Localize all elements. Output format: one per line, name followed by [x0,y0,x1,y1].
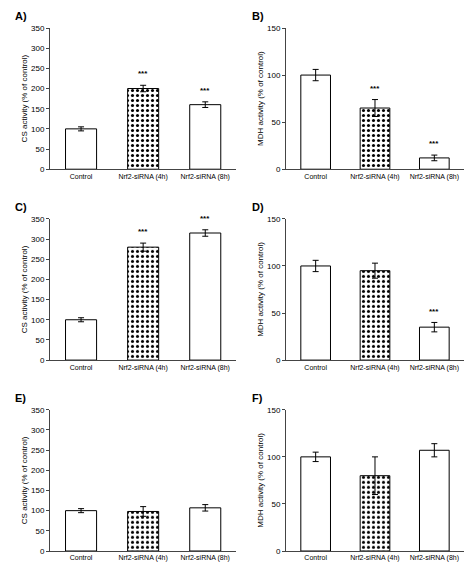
svg-text:Nrf2-siRNA (4h): Nrf2-siRNA (4h) [118,173,167,181]
svg-text:C): C) [15,201,27,213]
svg-text:0: 0 [276,356,281,365]
svg-text:150: 150 [267,215,281,224]
svg-text:A): A) [15,10,27,22]
svg-text:***: *** [429,139,439,148]
svg-text:MDH activity (% of control): MDH activity (% of control) [256,51,265,146]
svg-text:Control: Control [70,173,93,180]
svg-text:300: 300 [31,426,45,435]
svg-text:Nrf2-siRNA (8h): Nrf2-siRNA (8h) [181,554,230,562]
svg-text:Nrf2-siRNA (4h): Nrf2-siRNA (4h) [350,554,399,562]
svg-text:CS activity (% of control): CS activity (% of control) [20,54,29,142]
svg-text:Nrf2-siRNA (4h): Nrf2-siRNA (4h) [118,554,167,562]
svg-text:100: 100 [267,71,281,80]
svg-text:150: 150 [31,104,45,113]
svg-text:***: *** [200,214,210,223]
svg-text:***: *** [429,307,439,316]
svg-text:50: 50 [35,336,44,345]
svg-text:100: 100 [31,125,45,134]
svg-text:250: 250 [31,255,45,264]
svg-text:0: 0 [276,165,281,174]
svg-text:E): E) [15,392,26,404]
svg-text:Control: Control [70,364,93,371]
svg-text:200: 200 [31,84,45,93]
svg-text:0: 0 [40,356,45,365]
svg-text:Nrf2-siRNA (8h): Nrf2-siRNA (8h) [410,554,459,562]
svg-text:Control: Control [304,173,327,180]
svg-text:50: 50 [271,118,280,127]
svg-text:150: 150 [31,295,45,304]
svg-text:300: 300 [31,44,45,53]
svg-text:Nrf2-siRNA (4h): Nrf2-siRNA (4h) [350,364,399,372]
svg-text:CS activity (% of control): CS activity (% of control) [20,436,29,524]
svg-text:***: *** [370,84,380,93]
svg-text:350: 350 [31,215,45,224]
svg-text:100: 100 [267,453,281,462]
svg-text:Control: Control [304,554,327,561]
svg-text:***: *** [200,86,210,95]
svg-text:Nrf2-siRNA (8h): Nrf2-siRNA (8h) [410,173,459,181]
svg-text:100: 100 [31,316,45,325]
svg-text:0: 0 [276,547,281,556]
svg-text:250: 250 [31,64,45,73]
svg-text:Nrf2-siRNA (4h): Nrf2-siRNA (4h) [118,364,167,372]
svg-text:150: 150 [267,24,281,33]
svg-text:***: *** [138,227,148,236]
svg-text:Control: Control [304,364,327,371]
svg-text:0: 0 [40,165,45,174]
svg-text:350: 350 [31,406,45,415]
svg-text:150: 150 [267,406,281,415]
svg-text:Nrf2-siRNA (8h): Nrf2-siRNA (8h) [181,173,230,181]
svg-text:0: 0 [40,547,45,556]
svg-text:CS activity (% of control): CS activity (% of control) [20,245,29,333]
svg-text:MDH activity (% of control): MDH activity (% of control) [256,242,265,337]
svg-text:Nrf2-siRNA (4h): Nrf2-siRNA (4h) [350,173,399,181]
svg-text:100: 100 [31,506,45,515]
svg-text:200: 200 [31,275,45,284]
svg-text:150: 150 [31,486,45,495]
svg-text:50: 50 [271,309,280,318]
svg-text:Nrf2-siRNA (8h): Nrf2-siRNA (8h) [410,364,459,372]
svg-text:Nrf2-siRNA (8h): Nrf2-siRNA (8h) [181,364,230,372]
svg-text:F): F) [252,392,263,404]
svg-text:B): B) [252,10,264,22]
svg-text:Control: Control [70,554,93,561]
svg-text:200: 200 [31,466,45,475]
svg-text:100: 100 [267,262,281,271]
svg-text:50: 50 [35,145,44,154]
svg-text:50: 50 [271,500,280,509]
svg-text:300: 300 [31,235,45,244]
svg-text:***: *** [138,69,148,78]
svg-text:350: 350 [31,24,45,33]
svg-text:250: 250 [31,446,45,455]
svg-text:50: 50 [35,527,44,536]
svg-text:MDH activity (% of control): MDH activity (% of control) [256,433,265,528]
svg-text:D): D) [252,201,264,213]
